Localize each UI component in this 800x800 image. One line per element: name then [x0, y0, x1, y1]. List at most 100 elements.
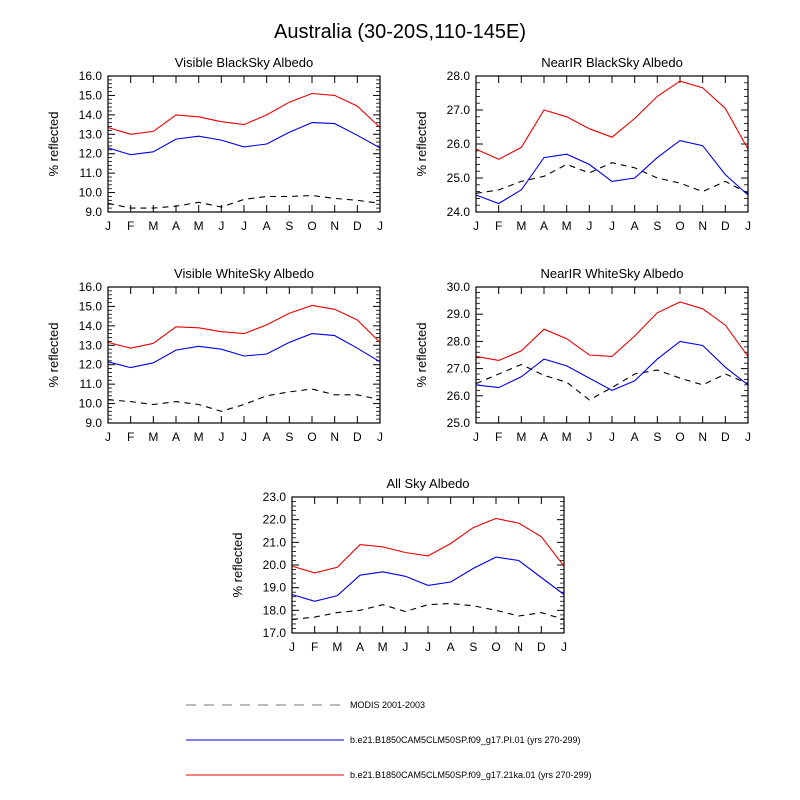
- x-tick-label: F: [495, 219, 502, 233]
- x-tick-label: O: [491, 640, 500, 654]
- x-tick-label: N: [514, 640, 523, 654]
- y-tick-label: 15.0: [79, 88, 103, 102]
- x-tick-label: J: [377, 219, 383, 233]
- x-tick-label: A: [172, 430, 180, 444]
- plot-frame: [475, 75, 749, 213]
- y-tick-label: 22.0: [263, 513, 287, 527]
- y-tick-label: 29.0: [447, 307, 471, 321]
- x-tick-label: A: [172, 219, 180, 233]
- x-tick-label: M: [148, 219, 158, 233]
- series-line: [107, 333, 381, 369]
- y-tick-label: 15.0: [79, 299, 103, 313]
- x-tick-label: J: [218, 219, 224, 233]
- x-tick-label: N: [698, 430, 707, 444]
- y-tick-label: 20.0: [263, 558, 287, 572]
- x-tick-label: J: [218, 430, 224, 444]
- x-tick-label: J: [289, 640, 295, 654]
- x-tick-label: O: [307, 219, 316, 233]
- x-tick-label: M: [562, 219, 572, 233]
- y-tick-label: 26.0: [447, 389, 471, 403]
- x-tick-label: D: [721, 219, 730, 233]
- x-tick-label: J: [473, 219, 479, 233]
- x-tick-label: A: [631, 430, 639, 444]
- panel-title: All Sky Albedo: [386, 476, 469, 491]
- y-tick-label: 30.0: [447, 280, 471, 294]
- x-tick-label: A: [356, 640, 364, 654]
- y-tick-label: 28.0: [447, 69, 471, 83]
- y-axis-label: % reflected: [414, 111, 429, 176]
- x-tick-label: J: [609, 430, 615, 444]
- panel-title: NearIR BlackSky Albedo: [541, 55, 683, 70]
- x-tick-label: M: [148, 430, 158, 444]
- y-tick-label: 13.0: [79, 338, 103, 352]
- chart-panel: NearIR BlackSky Albedo % reflected 24.0 25.…: [414, 55, 751, 233]
- x-tick-label: J: [105, 219, 111, 233]
- x-tick-label: S: [653, 219, 661, 233]
- x-tick-label: A: [263, 219, 271, 233]
- x-tick-label: J: [377, 430, 383, 444]
- y-axis-label: % reflected: [46, 111, 61, 176]
- series-line: [107, 304, 381, 349]
- panel-title: Visible BlackSky Albedo: [175, 55, 314, 70]
- legend: MODIS 2001-2003 b.e21.B1850CAM5CLM50SP.f0…: [186, 700, 592, 780]
- x-tick-label: S: [469, 640, 477, 654]
- x-tick-label: M: [378, 640, 388, 654]
- y-tick-label: 25.0: [447, 171, 471, 185]
- x-tick-label: M: [194, 430, 204, 444]
- x-tick-label: J: [425, 640, 431, 654]
- x-tick-label: J: [561, 640, 567, 654]
- y-tick-label: 12.0: [79, 358, 103, 372]
- x-tick-label: D: [353, 430, 362, 444]
- x-tick-label: F: [311, 640, 318, 654]
- legend-label: b.e21.B1850CAM5CLM50SP.f09_g17.PI.01 (yr…: [350, 735, 580, 745]
- y-tick-label: 27.0: [447, 103, 471, 117]
- x-tick-label: A: [263, 430, 271, 444]
- x-tick-label: J: [745, 219, 751, 233]
- x-tick-label: N: [330, 430, 339, 444]
- series-line: [291, 517, 565, 574]
- y-tick-label: 26.0: [447, 137, 471, 151]
- x-tick-label: D: [537, 640, 546, 654]
- plot-frame: [475, 286, 749, 424]
- y-tick-label: 10.0: [79, 186, 103, 200]
- x-tick-label: J: [105, 430, 111, 444]
- x-tick-label: S: [653, 430, 661, 444]
- x-tick-label: F: [495, 430, 502, 444]
- plot-frame: [291, 496, 565, 634]
- chart-panel: Visible BlackSky Albedo % reflected 9.0 10.…: [46, 55, 383, 233]
- series-line: [475, 80, 749, 160]
- y-tick-label: 18.0: [263, 603, 287, 617]
- y-tick-label: 11.0: [80, 166, 103, 180]
- y-tick-label: 11.0: [80, 377, 103, 391]
- x-tick-label: O: [675, 219, 684, 233]
- x-tick-label: M: [516, 430, 526, 444]
- y-tick-label: 21.0: [263, 535, 287, 549]
- y-tick-label: 14.0: [79, 108, 103, 122]
- x-tick-label: J: [241, 219, 247, 233]
- x-tick-label: D: [721, 430, 730, 444]
- x-tick-label: J: [586, 430, 592, 444]
- panel-title: NearIR WhiteSky Albedo: [540, 266, 683, 281]
- y-tick-label: 10.0: [79, 397, 103, 411]
- series-line: [107, 388, 381, 412]
- legend-label: MODIS 2001-2003: [350, 700, 425, 710]
- figure-title: Australia (30-20S,110-145E): [274, 21, 526, 43]
- y-tick-label: 28.0: [447, 334, 471, 348]
- y-tick-label: 13.0: [79, 127, 103, 141]
- series-line: [107, 194, 381, 209]
- x-tick-label: A: [447, 640, 455, 654]
- x-tick-label: M: [562, 430, 572, 444]
- x-tick-label: O: [307, 430, 316, 444]
- x-tick-label: A: [540, 430, 548, 444]
- x-tick-label: J: [241, 430, 247, 444]
- y-tick-label: 14.0: [79, 319, 103, 333]
- panels: Visible BlackSky Albedo % reflected 9.0 10.…: [46, 55, 751, 654]
- y-tick-label: 16.0: [79, 69, 103, 83]
- series-line: [475, 340, 749, 392]
- plot-frame: [107, 75, 381, 213]
- y-axis-label: % reflected: [414, 322, 429, 387]
- y-tick-label: 12.0: [79, 147, 103, 161]
- chart-panel: NearIR WhiteSky Albedo % reflected 25.0 26.…: [414, 266, 751, 444]
- y-tick-label: 16.0: [79, 280, 103, 294]
- panel-title: Visible WhiteSky Albedo: [174, 266, 314, 281]
